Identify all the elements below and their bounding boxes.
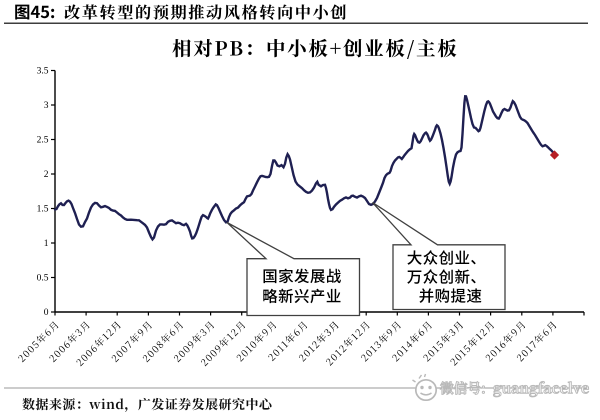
svg-text:3: 3 [44,101,49,111]
svg-text:1.5: 1.5 [37,205,49,215]
svg-text:2.5: 2.5 [37,136,49,146]
svg-text:3.5: 3.5 [37,67,49,77]
svg-text:0.5: 0.5 [37,274,49,284]
svg-text:0: 0 [44,308,49,318]
svg-text:1: 1 [44,239,49,249]
svg-text:2: 2 [44,170,49,180]
